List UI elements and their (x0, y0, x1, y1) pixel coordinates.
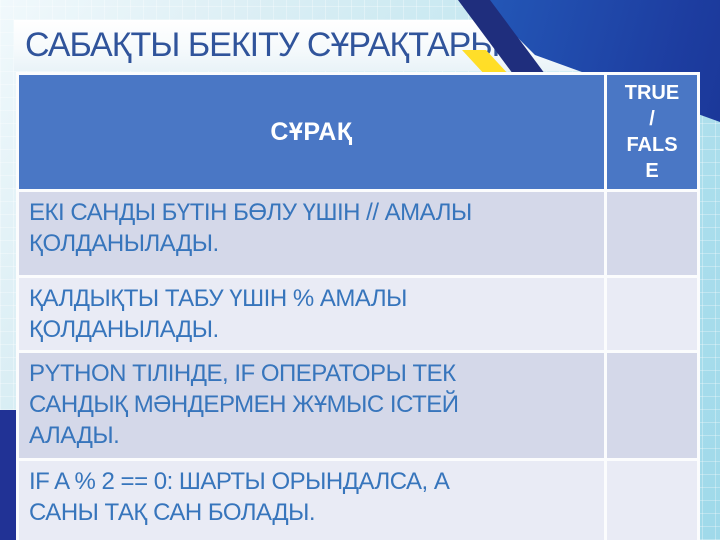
title-box: САБАҚТЫ БЕКІТУ СҰРАҚТАРЫ (14, 20, 674, 71)
true-false-column-header: TRUE / FALSE (607, 75, 697, 189)
table-row: ҚАЛДЫҚТЫ ТАБУ ҮШІН % АМАЛЫ ҚОЛДАНЫЛАДЫ. (19, 278, 697, 350)
answer-cell (607, 353, 697, 458)
answer-cell (607, 192, 697, 275)
question-cell: PYTHON ТІЛІНДЕ, IF ОПЕРАТОРЫ ТЕК САНДЫҚ … (19, 353, 604, 458)
table-header-row: СҰРАҚ TRUE / FALSE (19, 75, 697, 189)
answer-cell (607, 461, 697, 540)
table-row: IF A % 2 == 0: ШАРТЫ ОРЫНДАЛСА, А САНЫ Т… (19, 461, 697, 540)
table-row: PYTHON ТІЛІНДЕ, IF ОПЕРАТОРЫ ТЕК САНДЫҚ … (19, 353, 697, 458)
question-cell: ҚАЛДЫҚТЫ ТАБУ ҮШІН % АМАЛЫ ҚОЛДАНЫЛАДЫ. (19, 278, 604, 350)
question-cell: IF A % 2 == 0: ШАРТЫ ОРЫНДАЛСА, А САНЫ Т… (19, 461, 604, 540)
slide-title: САБАҚТЫ БЕКІТУ СҰРАҚТАРЫ (25, 26, 500, 64)
left-accent-bar (0, 410, 16, 540)
question-cell: ЕКІ САНДЫ БҮТІН БӨЛУ ҮШІН // АМАЛЫ ҚОЛДА… (19, 192, 604, 275)
answer-cell (607, 278, 697, 350)
question-table: СҰРАҚ TRUE / FALSE ЕКІ САНДЫ БҮТІН БӨЛУ … (16, 72, 700, 540)
question-column-header: СҰРАҚ (19, 75, 604, 189)
table-row: ЕКІ САНДЫ БҮТІН БӨЛУ ҮШІН // АМАЛЫ ҚОЛДА… (19, 192, 697, 275)
